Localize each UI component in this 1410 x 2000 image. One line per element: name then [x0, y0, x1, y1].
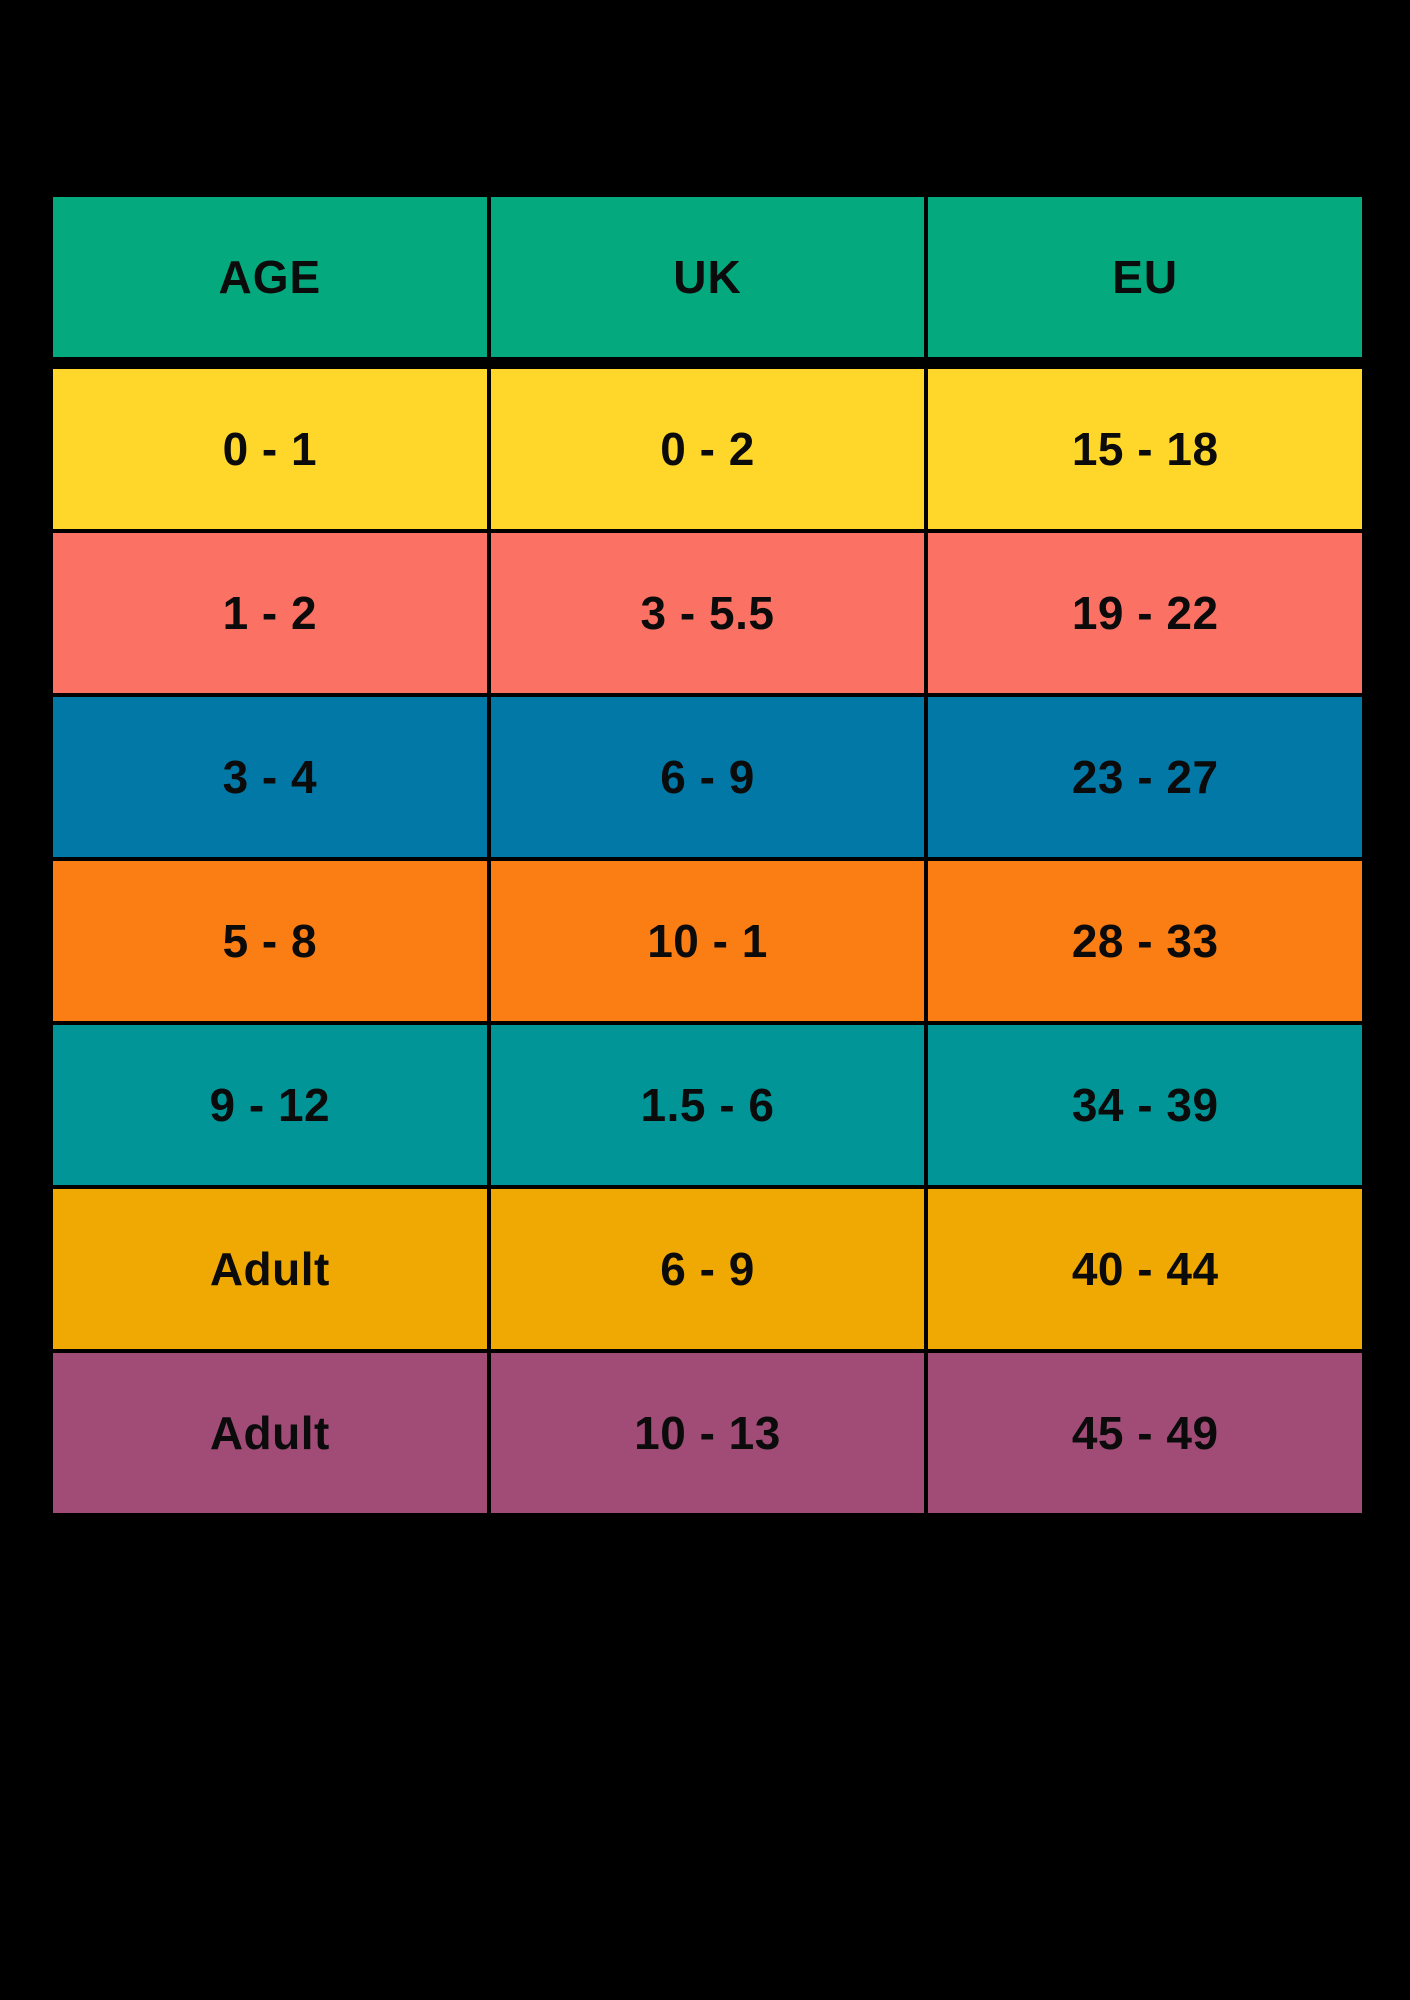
cell-age: 3 - 4: [53, 697, 487, 857]
cell-uk: 1.5 - 6: [490, 1025, 925, 1185]
cell-age: Adult: [53, 1189, 487, 1349]
cell-age: Adult: [53, 1353, 487, 1513]
cell-age: 0 - 1: [53, 369, 487, 529]
cell-age: 9 - 12: [53, 1025, 487, 1185]
cell-eu: 34 - 39: [928, 1025, 1363, 1185]
cell-age: 5 - 8: [53, 861, 487, 1021]
header-cell-age: AGE: [53, 197, 487, 357]
cell-uk: 10 - 13: [490, 1353, 925, 1513]
table-row: 1 - 2 3 - 5.5 19 - 22: [53, 533, 1363, 693]
header-cell-eu: EU: [928, 197, 1363, 357]
table-row: 0 - 1 0 - 2 15 - 18: [53, 369, 1363, 529]
size-conversion-table: AGE UK EU 0 - 1 0 - 2 15 - 18 1 - 2 3 - …: [53, 197, 1363, 1513]
header-cell-uk: UK: [490, 197, 925, 357]
cell-uk: 0 - 2: [490, 369, 925, 529]
table-row: 3 - 4 6 - 9 23 - 27: [53, 697, 1363, 857]
cell-eu: 45 - 49: [928, 1353, 1363, 1513]
table-row: Adult 10 - 13 45 - 49: [53, 1353, 1363, 1513]
cell-eu: 23 - 27: [928, 697, 1363, 857]
cell-uk: 3 - 5.5: [490, 533, 925, 693]
cell-eu: 28 - 33: [928, 861, 1363, 1021]
cell-uk: 6 - 9: [490, 697, 925, 857]
cell-uk: 10 - 1: [490, 861, 925, 1021]
table-row: 5 - 8 10 - 1 28 - 33: [53, 861, 1363, 1021]
cell-uk: 6 - 9: [490, 1189, 925, 1349]
cell-eu: 19 - 22: [928, 533, 1363, 693]
cell-eu: 40 - 44: [928, 1189, 1363, 1349]
cell-eu: 15 - 18: [928, 369, 1363, 529]
cell-age: 1 - 2: [53, 533, 487, 693]
table-header-row: AGE UK EU: [53, 197, 1363, 357]
table-row: Adult 6 - 9 40 - 44: [53, 1189, 1363, 1349]
table-row: 9 - 12 1.5 - 6 34 - 39: [53, 1025, 1363, 1185]
